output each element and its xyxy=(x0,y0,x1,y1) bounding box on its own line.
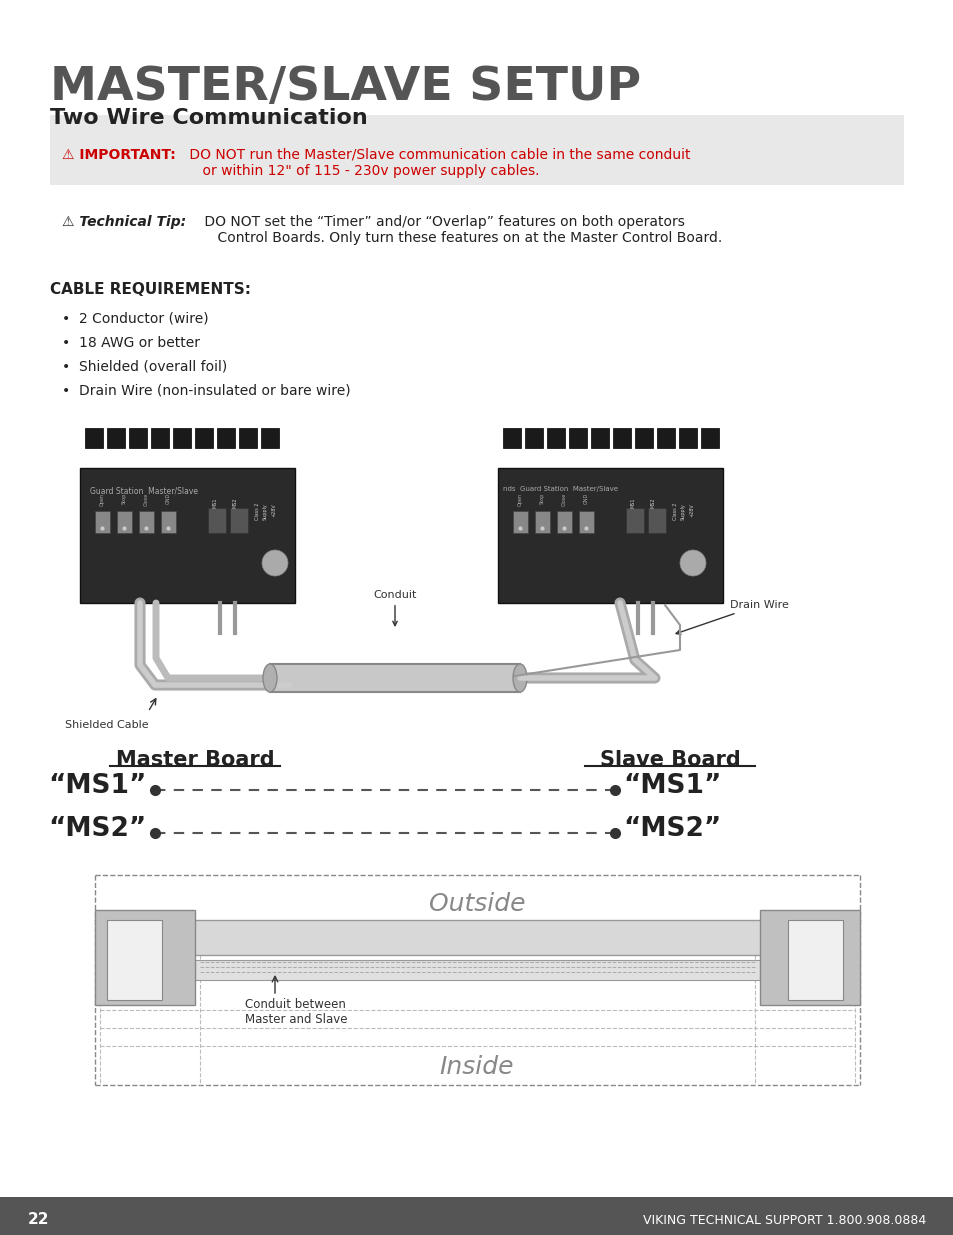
Bar xyxy=(107,920,162,1000)
Bar xyxy=(261,429,278,448)
Bar xyxy=(497,468,722,603)
Text: DO NOT run the Master/Slave communication cable in the same conduit
    or withi: DO NOT run the Master/Slave communicatio… xyxy=(185,148,690,178)
Bar xyxy=(151,429,169,448)
Bar xyxy=(239,429,256,448)
Text: MS2: MS2 xyxy=(650,498,656,509)
Bar xyxy=(0,1197,953,1235)
Text: •  Drain Wire (non-insulated or bare wire): • Drain Wire (non-insulated or bare wire… xyxy=(62,384,351,398)
Bar xyxy=(161,511,175,534)
Text: +28V: +28V xyxy=(271,503,275,516)
Text: DO NOT set the “Timer” and/or “Overlap” features on both operators
    Control B: DO NOT set the “Timer” and/or “Overlap” … xyxy=(200,215,721,246)
Bar xyxy=(95,511,110,534)
Bar xyxy=(129,429,147,448)
Bar xyxy=(95,920,859,955)
Text: Conduit: Conduit xyxy=(373,590,416,626)
Bar xyxy=(524,429,542,448)
Text: Drain Wire: Drain Wire xyxy=(676,600,788,635)
Ellipse shape xyxy=(513,664,526,692)
Bar xyxy=(578,511,594,534)
Text: +28V: +28V xyxy=(688,503,693,516)
Text: GND: GND xyxy=(583,493,588,504)
Bar xyxy=(194,960,760,981)
Text: “MS1”: “MS1” xyxy=(622,773,720,799)
Text: Open: Open xyxy=(517,493,522,506)
Text: Inside: Inside xyxy=(439,1055,514,1079)
Bar xyxy=(613,429,630,448)
Bar xyxy=(557,511,572,534)
Text: Close: Close xyxy=(144,493,149,506)
Text: “MS2”: “MS2” xyxy=(622,816,720,842)
Bar xyxy=(139,511,153,534)
Bar xyxy=(216,429,234,448)
Text: Outside: Outside xyxy=(428,892,525,916)
Text: •  Shielded (overall foil): • Shielded (overall foil) xyxy=(62,359,227,374)
Bar xyxy=(657,429,675,448)
Bar xyxy=(80,468,294,603)
Text: Guard Station  Master/Slave: Guard Station Master/Slave xyxy=(90,487,198,495)
Text: Master Board: Master Board xyxy=(115,750,274,769)
Text: Supply: Supply xyxy=(263,503,268,520)
Text: •  18 AWG or better: • 18 AWG or better xyxy=(62,336,200,350)
Text: Open: Open xyxy=(100,493,105,506)
Text: ⚠ IMPORTANT:: ⚠ IMPORTANT: xyxy=(62,148,175,162)
Bar xyxy=(590,429,608,448)
Bar xyxy=(208,508,226,534)
Bar xyxy=(535,511,550,534)
Bar xyxy=(172,429,191,448)
Bar xyxy=(700,429,719,448)
Bar xyxy=(647,508,665,534)
Text: MS1: MS1 xyxy=(630,498,636,509)
Bar xyxy=(95,910,194,1005)
Ellipse shape xyxy=(263,664,276,692)
Text: CABLE REQUIREMENTS:: CABLE REQUIREMENTS: xyxy=(50,282,251,296)
Text: Conduit between
Master and Slave: Conduit between Master and Slave xyxy=(245,998,347,1026)
Bar xyxy=(270,664,519,692)
Text: ⚠ Technical Tip:: ⚠ Technical Tip: xyxy=(62,215,186,228)
Text: “MS2”: “MS2” xyxy=(49,816,147,842)
Bar xyxy=(635,429,652,448)
Text: Supply: Supply xyxy=(680,503,685,520)
Text: GND: GND xyxy=(166,493,171,504)
Bar xyxy=(50,115,903,185)
Text: VIKING TECHNICAL SUPPORT 1.800.908.0884: VIKING TECHNICAL SUPPORT 1.800.908.0884 xyxy=(642,1214,925,1226)
Bar xyxy=(568,429,586,448)
Text: Stop: Stop xyxy=(122,493,127,504)
Text: Two Wire Communication: Two Wire Communication xyxy=(50,107,367,128)
Bar xyxy=(679,429,697,448)
Bar xyxy=(194,429,213,448)
Text: •  2 Conductor (wire): • 2 Conductor (wire) xyxy=(62,312,209,326)
Bar xyxy=(546,429,564,448)
Text: Stop: Stop xyxy=(539,493,544,504)
Text: MASTER/SLAVE SETUP: MASTER/SLAVE SETUP xyxy=(50,65,640,110)
Text: MS2: MS2 xyxy=(233,498,237,509)
Text: Slave Board: Slave Board xyxy=(599,750,740,769)
Bar xyxy=(107,429,125,448)
Bar xyxy=(502,429,520,448)
Bar xyxy=(787,920,842,1000)
Text: nds  Guard Station  Master/Slave: nds Guard Station Master/Slave xyxy=(502,487,618,492)
Text: MS1: MS1 xyxy=(213,498,218,509)
Text: Shielded Cable: Shielded Cable xyxy=(65,720,149,730)
Bar xyxy=(85,429,103,448)
Bar xyxy=(513,511,527,534)
Bar xyxy=(760,910,859,1005)
Text: “MS1”: “MS1” xyxy=(49,773,147,799)
Bar xyxy=(230,508,248,534)
Text: Close: Close xyxy=(561,493,566,506)
Text: Class 2: Class 2 xyxy=(254,503,260,520)
Text: 22: 22 xyxy=(28,1213,50,1228)
Text: Class 2: Class 2 xyxy=(672,503,678,520)
Bar xyxy=(117,511,132,534)
Circle shape xyxy=(262,550,288,576)
Bar xyxy=(625,508,643,534)
Circle shape xyxy=(679,550,705,576)
